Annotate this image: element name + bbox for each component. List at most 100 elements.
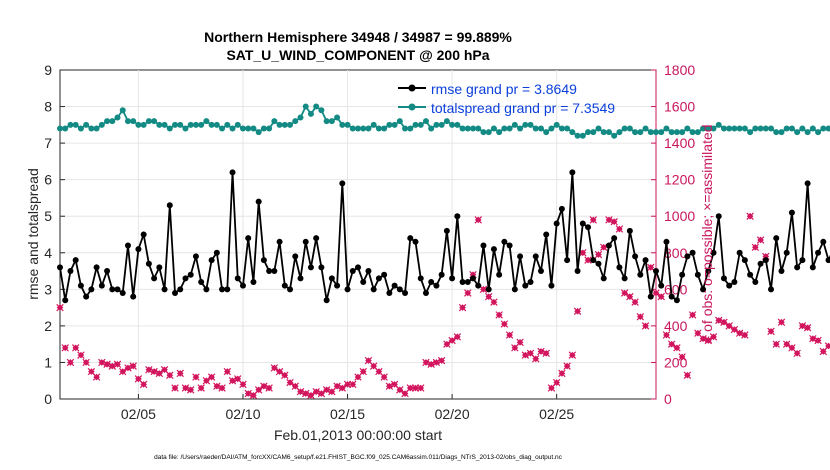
rmse-point <box>768 286 775 293</box>
obs-point <box>631 298 639 306</box>
rmse-point <box>297 275 304 282</box>
totalspread-point <box>768 125 775 132</box>
rmse-point <box>632 253 639 260</box>
totalspread-point <box>673 129 680 136</box>
totalspread-point <box>799 125 806 132</box>
y-axis-right-label: # of obs: o=possible; ×=assimilated <box>699 124 715 343</box>
obs-marker-cross <box>129 362 137 370</box>
totalspread-point <box>595 125 602 132</box>
rmse-point <box>720 275 727 282</box>
obs-marker-cross <box>777 318 786 326</box>
totalspread-point <box>339 121 346 128</box>
totalspread-point <box>585 129 592 136</box>
rmse-point <box>370 286 377 293</box>
totalspread-point <box>161 121 168 128</box>
obs-marker-cross <box>92 373 101 381</box>
obs-marker-cross <box>239 380 247 389</box>
rmse-point <box>307 264 314 271</box>
obs-marker-cross <box>657 292 665 301</box>
obs-point <box>427 360 435 368</box>
rmse-point <box>569 169 576 176</box>
obs-marker-cross <box>474 216 482 224</box>
obs-marker-cross <box>254 386 263 394</box>
totalspread-point <box>689 129 696 136</box>
obs-marker-cross <box>516 338 524 347</box>
obs-marker-cross <box>103 360 111 368</box>
obs-point <box>192 373 200 381</box>
totalspread-point <box>532 125 539 132</box>
right-tick-label: 1800 <box>664 62 695 78</box>
obs-marker-cross <box>814 336 822 345</box>
totalspread-point <box>93 125 100 132</box>
totalspread-point <box>590 129 597 136</box>
obs-point <box>317 389 326 398</box>
obs-point <box>605 216 613 224</box>
totalspread-point <box>663 125 670 132</box>
rmse-point <box>98 282 105 289</box>
rmse-point <box>626 227 633 234</box>
totalspread-point <box>124 118 131 125</box>
obs-marker-cross <box>270 364 279 372</box>
left-tick-label: 1 <box>44 354 52 370</box>
obs-marker-cross <box>720 318 728 326</box>
rmse-point <box>804 180 811 187</box>
rmse-point <box>433 282 440 289</box>
rmse-point <box>689 249 696 256</box>
rmse-point <box>318 264 325 271</box>
obs-marker-cross <box>490 298 498 306</box>
obs-marker-cross <box>317 389 326 398</box>
obs-marker-cross <box>202 376 211 385</box>
obs-marker-cross <box>181 384 190 392</box>
rmse-point <box>156 264 163 271</box>
obs-marker-cross <box>725 322 733 330</box>
obs-point <box>56 303 64 312</box>
rmse-point <box>62 297 69 304</box>
obs-marker-fill <box>825 342 830 350</box>
totalspread-point <box>386 121 393 128</box>
obs-point <box>594 250 603 259</box>
rmse-point <box>590 257 597 264</box>
totalspread-point <box>355 125 361 132</box>
totalspread-point <box>548 125 555 132</box>
totalspread-point <box>156 121 163 128</box>
x-tick-label: 02/15 <box>330 406 365 422</box>
rmse-point <box>396 286 403 293</box>
chart-subtitle: SAT_U_WIND_COMPONENT @ 200 hPa <box>226 47 489 63</box>
rmse-point <box>124 242 131 249</box>
obs-point <box>171 384 179 392</box>
obs-marker-cross <box>427 360 435 368</box>
obs-point <box>385 382 394 390</box>
totalspread-point <box>109 118 116 125</box>
obs-point <box>809 334 817 343</box>
totalspread-point <box>349 125 356 132</box>
obs-marker-cross <box>207 373 216 381</box>
obs-marker-cross <box>186 386 195 394</box>
rmse-point <box>349 268 356 275</box>
left-tick-label: 2 <box>44 318 52 334</box>
rmse-point <box>694 271 701 278</box>
obs-point <box>207 373 216 381</box>
obs-marker-cross <box>228 376 237 385</box>
totalspread-point <box>820 125 827 132</box>
obs-point <box>61 344 69 352</box>
rmse-point <box>302 238 309 245</box>
obs-marker-cross <box>704 336 713 345</box>
totalspread-point <box>490 125 497 132</box>
obs-point <box>532 355 540 363</box>
totalspread-point <box>323 118 330 125</box>
obs-point <box>77 351 85 359</box>
rmse-point <box>77 282 84 289</box>
obs-marker-cross <box>741 331 749 339</box>
obs-marker-cross <box>260 382 268 390</box>
obs-marker-cross <box>631 298 639 306</box>
obs-point <box>129 362 137 370</box>
totalspread-point <box>239 125 246 132</box>
obs-point <box>307 391 315 400</box>
totalspread-point <box>815 129 822 136</box>
totalspread-point <box>752 125 759 132</box>
x-axis: 02/05 02/10 02/15 02/20 02/25 <box>121 394 574 422</box>
obs-marker-cross <box>322 386 331 394</box>
totalspread-point <box>287 121 294 128</box>
totalspread-point <box>57 125 63 132</box>
obs-marker-cross <box>312 387 320 396</box>
